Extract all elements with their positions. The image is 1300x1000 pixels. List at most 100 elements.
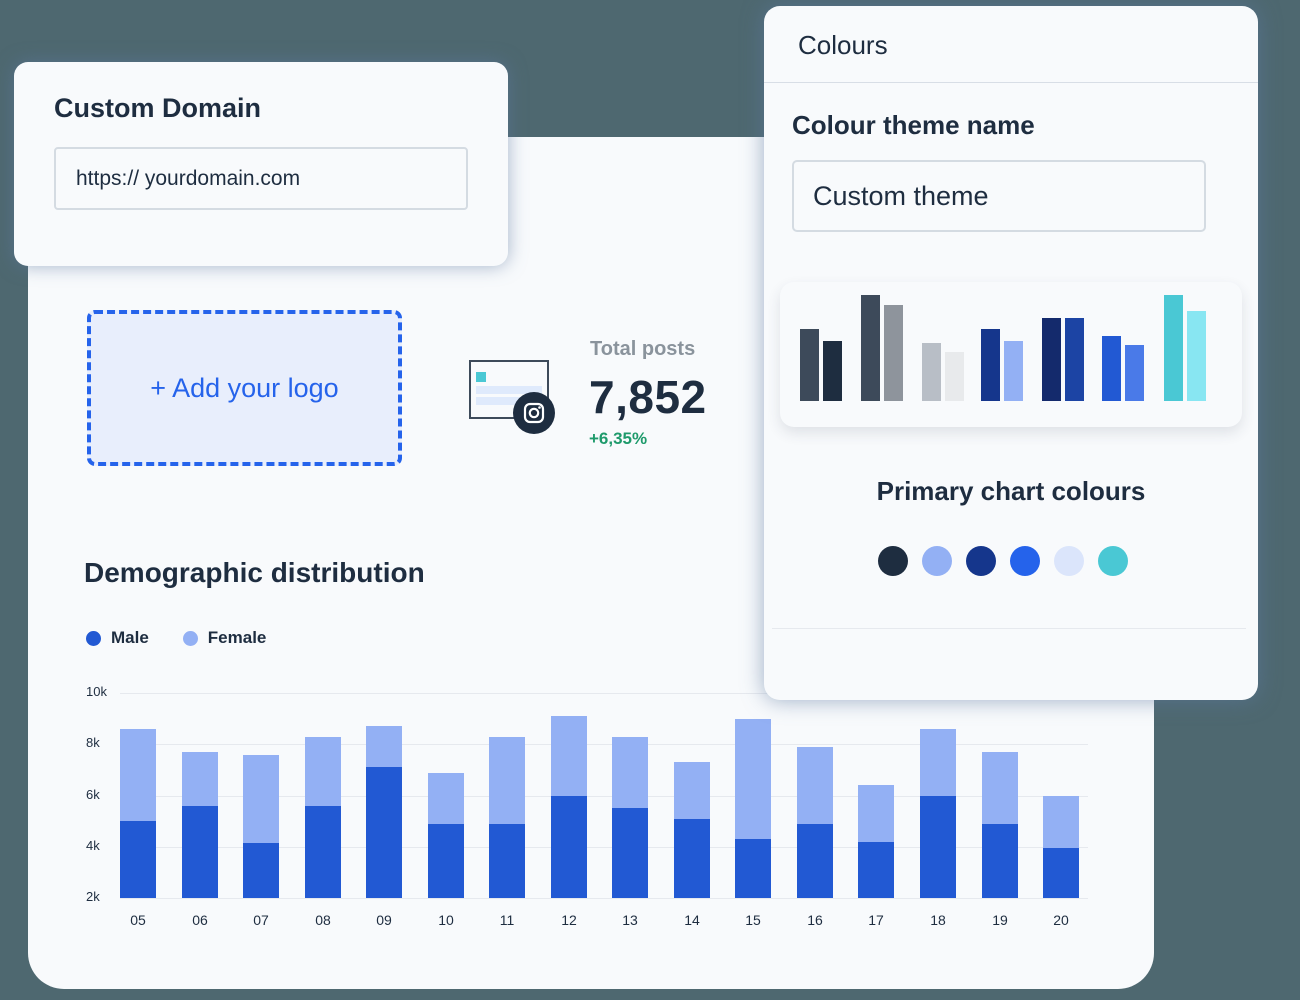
bar-segment-female — [797, 746, 833, 824]
custom-domain-input[interactable] — [54, 147, 468, 210]
preview-bar — [1187, 311, 1206, 401]
chart-bar-09[interactable] — [366, 726, 402, 898]
colours-panel: Colours Colour theme name Primary chart … — [764, 6, 1258, 700]
preview-bar — [861, 295, 880, 401]
x-axis-tick: 05 — [130, 912, 146, 928]
colours-header: Colours — [764, 6, 1258, 83]
chart-bar-17[interactable] — [858, 785, 894, 898]
bar-segment-male — [489, 823, 525, 898]
bar-segment-female — [1043, 795, 1079, 849]
colour-swatch-3[interactable] — [966, 546, 996, 576]
custom-domain-title: Custom Domain — [54, 93, 262, 123]
legend-label: Female — [207, 628, 267, 647]
colour-swatch-6[interactable] — [1098, 546, 1128, 576]
x-axis-tick: 11 — [499, 912, 515, 928]
chart-bar-15[interactable] — [735, 718, 771, 898]
bar-segment-female — [612, 736, 648, 809]
stat-label: Total posts — [590, 338, 696, 360]
y-axis-tick: 4k — [86, 837, 100, 853]
colour-swatch-1[interactable] — [878, 546, 908, 576]
chart-bar-16[interactable] — [797, 746, 833, 898]
bar-segment-female — [858, 785, 894, 842]
colours-title: Colours — [798, 29, 888, 60]
chart-bar-11[interactable] — [489, 736, 525, 898]
colour-swatch-2[interactable] — [922, 546, 952, 576]
chart-bar-18[interactable] — [920, 729, 956, 898]
bar-segment-male — [305, 805, 341, 898]
x-axis-tick: 12 — [561, 912, 577, 928]
theme-preview-chart — [780, 282, 1242, 427]
preview-bar — [884, 305, 903, 401]
bar-segment-female — [735, 718, 771, 840]
chart-bar-20[interactable] — [1043, 795, 1079, 898]
bar-segment-female — [551, 716, 587, 796]
colour-swatches — [878, 546, 1128, 576]
x-axis-tick: 18 — [930, 912, 946, 928]
x-axis-tick: 19 — [992, 912, 1008, 928]
y-axis-tick: 10k — [86, 684, 107, 700]
chart-bar-14[interactable] — [674, 762, 710, 898]
colour-swatch-4[interactable] — [1010, 546, 1040, 576]
x-axis-tick: 07 — [253, 912, 269, 928]
x-axis-tick: 09 — [376, 912, 392, 928]
preview-bar — [1164, 295, 1183, 401]
bar-segment-male — [920, 795, 956, 898]
preview-bar — [1125, 345, 1144, 401]
palette-title: Primary chart colours — [876, 476, 1146, 506]
bar-segment-male — [612, 808, 648, 898]
gridline — [120, 898, 1088, 899]
bar-segment-male — [428, 823, 464, 898]
preview-bar — [945, 352, 964, 401]
x-axis-tick: 17 — [868, 912, 884, 928]
y-axis-tick: 6k — [86, 786, 100, 802]
legend-item-male[interactable]: Male — [86, 628, 149, 648]
preview-bar — [800, 329, 819, 401]
bar-segment-female — [182, 752, 218, 806]
add-logo-dropzone[interactable]: + Add your logo — [87, 310, 402, 466]
legend-label: Male — [111, 628, 149, 647]
add-logo-label: + Add your logo — [150, 372, 339, 403]
chart-legend: Male Female — [86, 628, 266, 648]
bar-segment-female — [120, 729, 156, 822]
bar-segment-female — [305, 736, 341, 806]
x-axis-tick: 20 — [1053, 912, 1069, 928]
bar-segment-male — [674, 818, 710, 898]
y-axis-tick: 8k — [86, 735, 100, 751]
x-axis-tick: 13 — [622, 912, 638, 928]
chart-bar-06[interactable] — [182, 752, 218, 898]
chart-bar-13[interactable] — [612, 736, 648, 898]
x-axis-tick: 16 — [807, 912, 823, 928]
chart-bar-10[interactable] — [428, 772, 464, 898]
bar-segment-female — [982, 752, 1018, 824]
x-axis-tick: 14 — [684, 912, 700, 928]
preview-bar — [823, 341, 842, 401]
preview-bar — [1102, 336, 1121, 401]
bar-segment-female — [674, 762, 710, 819]
chart-bar-07[interactable] — [243, 754, 279, 898]
x-axis-tick: 08 — [315, 912, 331, 928]
bar-segment-female — [920, 729, 956, 796]
x-axis-tick: 10 — [438, 912, 454, 928]
divider — [772, 628, 1246, 629]
custom-domain-card: Custom Domain — [14, 62, 508, 266]
chart-bar-05[interactable] — [120, 729, 156, 898]
chart-bar-08[interactable] — [305, 736, 341, 898]
instagram-post-icon — [469, 360, 555, 434]
chart-title: Demographic distribution — [84, 557, 425, 588]
preview-bar — [981, 329, 1000, 401]
legend-item-female[interactable]: Female — [182, 628, 267, 648]
bar-segment-male — [735, 839, 771, 898]
bar-segment-male — [1043, 848, 1079, 898]
stat-delta: +6,35% — [589, 429, 648, 448]
bar-segment-male — [551, 795, 587, 898]
theme-name-input[interactable] — [792, 160, 1206, 232]
legend-dot-female — [182, 630, 198, 646]
stat-value: 7,852 — [589, 371, 707, 423]
colour-swatch-5[interactable] — [1054, 546, 1084, 576]
y-axis-tick: 2k — [86, 889, 100, 904]
legend-dot-male — [86, 630, 101, 646]
bar-segment-male — [797, 823, 833, 898]
chart-bar-12[interactable] — [551, 716, 587, 898]
chart-bar-19[interactable] — [982, 752, 1018, 898]
preview-bar — [922, 343, 941, 401]
